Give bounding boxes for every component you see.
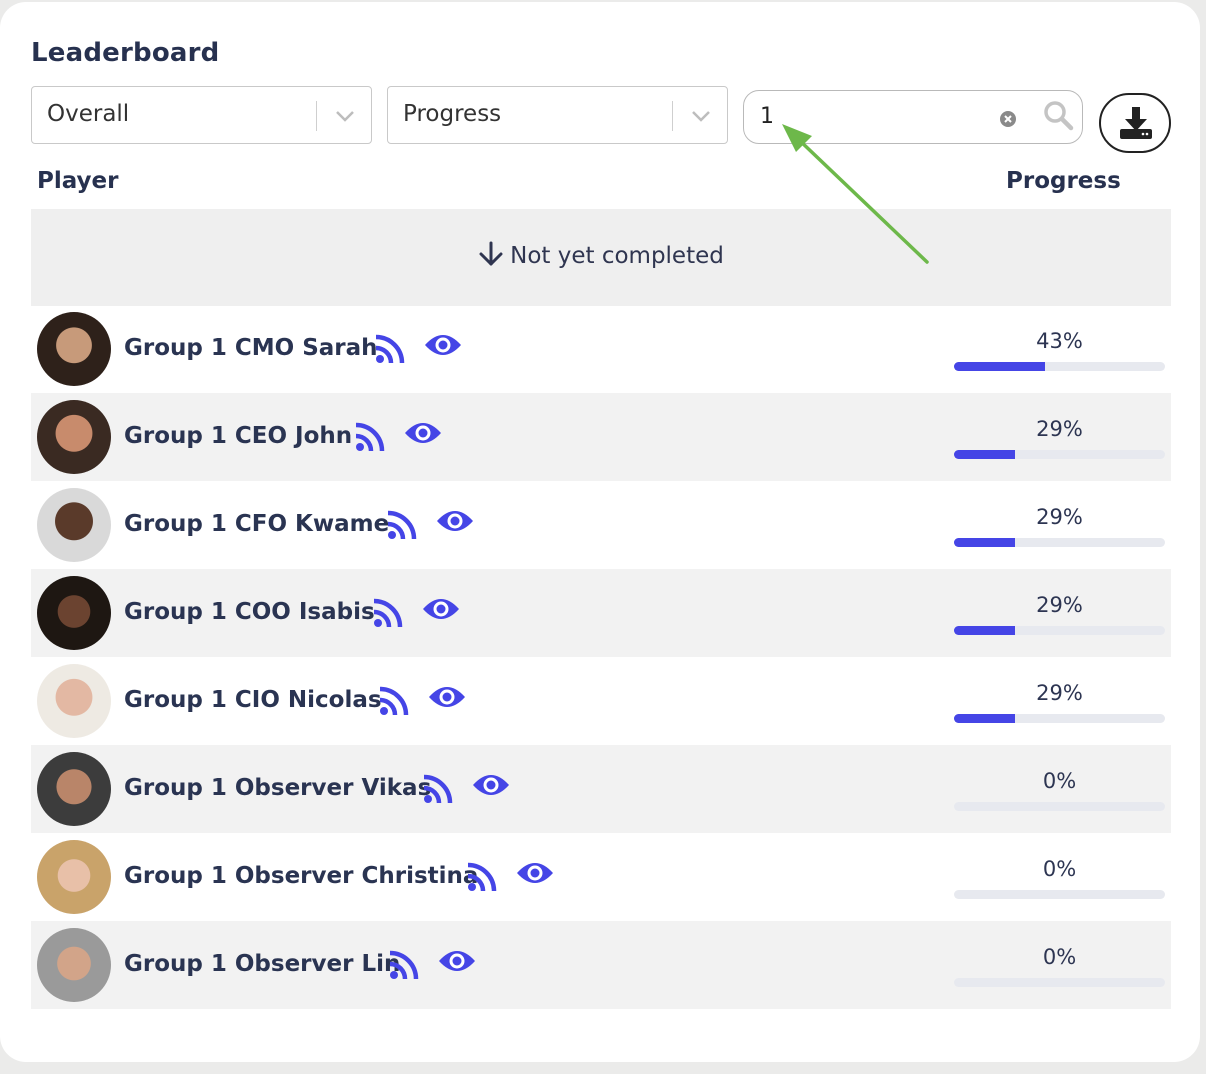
- rss-feed-icon[interactable]: [378, 685, 410, 717]
- eye-icon[interactable]: [516, 859, 554, 887]
- rss-feed-icon[interactable]: [422, 773, 454, 805]
- rss-feed-icon[interactable]: [374, 333, 406, 365]
- progress-bar: [954, 450, 1165, 459]
- scope-select-value: Overall: [47, 101, 130, 127]
- progress-bar-fill: [954, 450, 1016, 459]
- avatar[interactable]: [37, 400, 111, 474]
- search-input[interactable]: 1: [743, 90, 1083, 144]
- arrow-down-icon: [479, 241, 503, 266]
- progress-value: 0%: [1042, 769, 1077, 793]
- progress-value: 0%: [1042, 857, 1077, 881]
- player-name[interactable]: Group 1 CMO Sarah: [124, 335, 378, 361]
- progress-value: 0%: [1042, 945, 1077, 969]
- progress-bar: [954, 626, 1165, 635]
- avatar[interactable]: [37, 664, 111, 738]
- rss-feed-icon[interactable]: [372, 597, 404, 629]
- table-row: Group 1 CFO Kwame 29%: [31, 481, 1171, 569]
- progress-value: 43%: [1036, 329, 1083, 353]
- table-row: Group 1 Observer Christina 0%: [31, 833, 1171, 921]
- avatar[interactable]: [37, 312, 111, 386]
- metric-select-value: Progress: [403, 101, 502, 127]
- progress-bar: [954, 714, 1165, 723]
- progress-value: 29%: [1036, 681, 1083, 705]
- table-row: Group 1 Observer Vikas 0%: [31, 745, 1171, 833]
- eye-icon[interactable]: [472, 771, 510, 799]
- progress-value: 29%: [1036, 417, 1083, 441]
- rss-feed-icon[interactable]: [388, 949, 420, 981]
- page-title: Leaderboard: [31, 38, 220, 68]
- player-name[interactable]: Group 1 CEO John: [124, 423, 353, 449]
- avatar[interactable]: [37, 488, 111, 562]
- progress-bar: [954, 362, 1165, 371]
- player-name[interactable]: Group 1 Observer Christina: [124, 863, 479, 889]
- select-divider: [672, 101, 673, 131]
- avatar[interactable]: [37, 928, 111, 1002]
- download-icon: [1120, 107, 1152, 139]
- eye-icon[interactable]: [424, 331, 462, 359]
- chevron-down-icon[interactable]: [689, 107, 713, 125]
- progress-column-header[interactable]: Progress: [1006, 168, 1121, 194]
- progress-bar-fill: [954, 626, 1016, 635]
- eye-icon[interactable]: [428, 683, 466, 711]
- progress-bar-fill: [954, 538, 1016, 547]
- search-icon[interactable]: [1042, 99, 1074, 131]
- player-name[interactable]: Group 1 CFO Kwame: [124, 511, 390, 537]
- progress-bar-fill: [954, 714, 1016, 723]
- eye-icon[interactable]: [404, 419, 442, 447]
- rss-feed-icon[interactable]: [354, 421, 386, 453]
- eye-icon[interactable]: [438, 947, 476, 975]
- eye-icon[interactable]: [436, 507, 474, 535]
- table-row: Group 1 CIO Nicolas 29%: [31, 657, 1171, 745]
- eye-icon[interactable]: [422, 595, 460, 623]
- player-name[interactable]: Group 1 Observer Vikas: [124, 775, 432, 801]
- scope-select[interactable]: Overall: [31, 86, 372, 144]
- progress-bar: [954, 890, 1165, 899]
- table-row: Group 1 CEO John 29%: [31, 393, 1171, 481]
- rss-feed-icon[interactable]: [466, 861, 498, 893]
- player-column-header[interactable]: Player: [37, 168, 119, 194]
- player-name[interactable]: Group 1 Observer Lin: [124, 951, 401, 977]
- progress-bar: [954, 538, 1165, 547]
- table-row: Group 1 COO Isabis 29%: [31, 569, 1171, 657]
- clear-search-icon[interactable]: [999, 110, 1017, 128]
- search-input-value[interactable]: 1: [760, 104, 774, 129]
- progress-bar: [954, 978, 1165, 987]
- metric-select[interactable]: Progress: [387, 86, 728, 144]
- not-completed-banner: Not yet completed: [31, 209, 1171, 306]
- chevron-down-icon[interactable]: [333, 107, 357, 125]
- table-row: Group 1 Observer Lin 0%: [31, 921, 1171, 1009]
- rss-feed-icon[interactable]: [386, 509, 418, 541]
- download-button[interactable]: [1099, 93, 1171, 153]
- progress-bar: [954, 802, 1165, 811]
- avatar[interactable]: [37, 576, 111, 650]
- banner-label: Not yet completed: [510, 243, 724, 269]
- player-name[interactable]: Group 1 CIO Nicolas: [124, 687, 382, 713]
- select-divider: [316, 101, 317, 131]
- avatar[interactable]: [37, 752, 111, 826]
- progress-bar-fill: [954, 362, 1045, 371]
- player-name[interactable]: Group 1 COO Isabis: [124, 599, 375, 625]
- progress-value: 29%: [1036, 593, 1083, 617]
- table-row: Group 1 CMO Sarah 43%: [31, 305, 1171, 393]
- progress-value: 29%: [1036, 505, 1083, 529]
- avatar[interactable]: [37, 840, 111, 914]
